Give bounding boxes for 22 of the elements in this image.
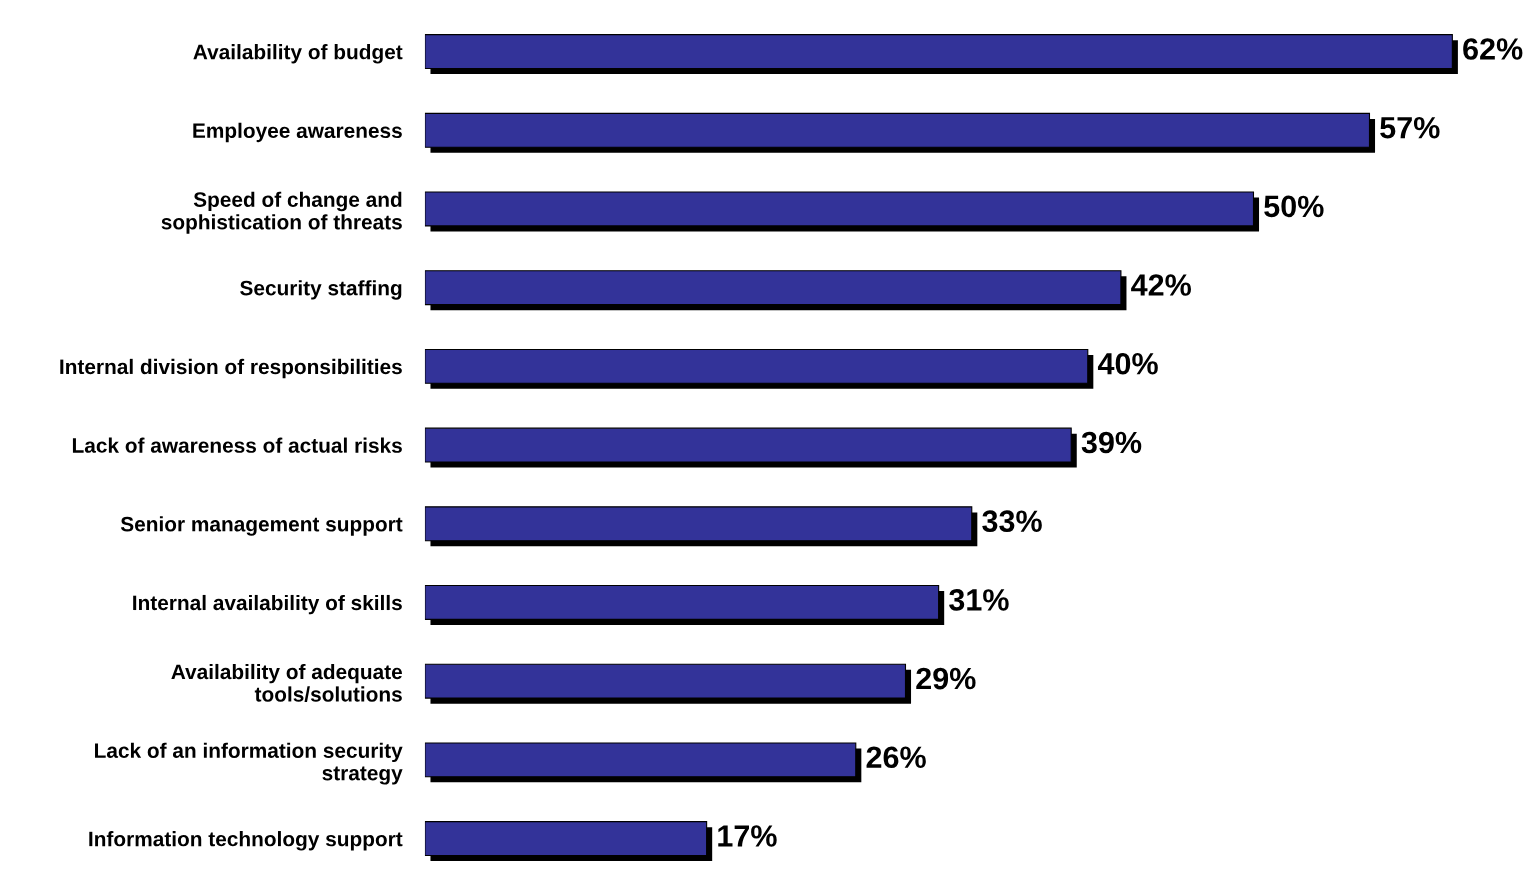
y-tick-label: Internal availability of skills bbox=[133, 594, 402, 615]
data-label: 26% bbox=[866, 746, 926, 769]
y-tick-label: Speed of change and sophistication of threats bbox=[161, 191, 402, 234]
data-label: 17% bbox=[718, 825, 777, 847]
y-tick-label: Internal division of responsibilities bbox=[60, 358, 402, 379]
y-tick-label: Lack of an information security strategy bbox=[95, 742, 403, 785]
data-label: 40% bbox=[1097, 352, 1158, 375]
data-label: 39% bbox=[1081, 431, 1142, 454]
data-label: 31% bbox=[949, 589, 1009, 611]
y-tick-label: Security staffing bbox=[240, 280, 402, 300]
data-label: 42% bbox=[1131, 274, 1191, 296]
y-tick-label: Availability of budget bbox=[193, 44, 403, 64]
y-tick-label: Senior management support bbox=[120, 516, 403, 536]
data-label: 33% bbox=[982, 510, 1042, 533]
y-tick-label: Availability of adequate tools/solutions bbox=[171, 663, 403, 702]
data-label: 62% bbox=[1463, 38, 1523, 60]
y-tick-label: Lack of awareness of actual risks bbox=[72, 437, 402, 453]
data-label: 50% bbox=[1264, 195, 1324, 218]
data-label: 29% bbox=[916, 667, 976, 690]
y-tick-label: Employee awareness bbox=[193, 122, 402, 143]
y-tick-label: Information technology support bbox=[89, 831, 403, 851]
data-label: 57% bbox=[1380, 116, 1440, 139]
